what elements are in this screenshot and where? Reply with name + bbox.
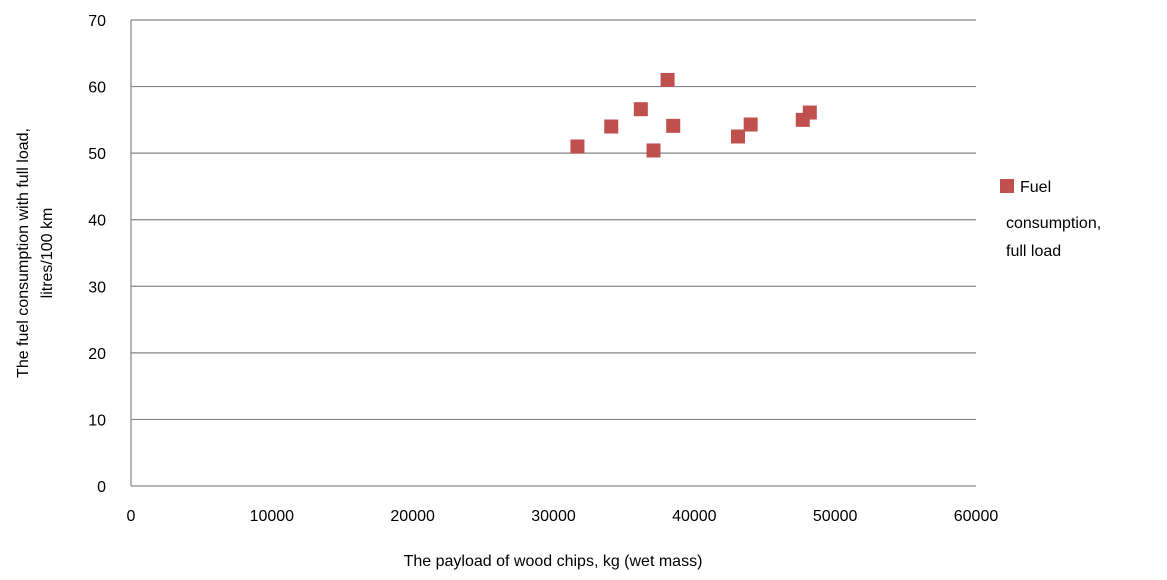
x-tick-label: 60000 xyxy=(954,508,999,525)
x-tick-label: 30000 xyxy=(531,508,576,525)
gridlines xyxy=(131,19,976,421)
y-tick-label: 10 xyxy=(88,412,106,429)
data-point xyxy=(646,143,661,158)
data-point xyxy=(660,72,675,87)
y-tick-label: 20 xyxy=(88,346,106,363)
y-tick-label: 50 xyxy=(88,146,106,163)
x-tick-label: 40000 xyxy=(672,508,717,525)
data-point xyxy=(743,117,758,132)
x-axis-ticks: 0 10000 20000 30000 40000 50000 60000 xyxy=(127,508,999,525)
y-axis-title-line-1: The fuel consumption with full load, xyxy=(15,128,32,378)
x-tick-label: 10000 xyxy=(250,508,295,525)
data-point xyxy=(802,105,817,120)
data-points xyxy=(570,72,817,158)
x-tick-label: 0 xyxy=(127,508,136,525)
y-axis-ticks: 0 10 20 30 40 50 60 70 xyxy=(88,13,106,496)
data-point xyxy=(570,139,585,154)
y-axis-title-line-2: litres/100 km xyxy=(39,208,56,299)
y-tick-label: 60 xyxy=(88,80,106,97)
x-axis-title: The payload of wood chips, kg (wet mass) xyxy=(404,553,703,570)
legend-label-line-1: Fuel xyxy=(1020,179,1051,196)
legend-label-line-2: consumption, xyxy=(1006,215,1101,232)
axes xyxy=(130,20,976,487)
x-tick-label: 20000 xyxy=(390,508,435,525)
y-tick-label: 40 xyxy=(88,213,106,230)
y-axis-title: The fuel consumption with full load, lit… xyxy=(15,128,56,378)
x-tick-label: 50000 xyxy=(813,508,858,525)
data-point xyxy=(633,102,648,117)
legend: Fuel consumption, full load xyxy=(1000,179,1101,260)
legend-label-line-3: full load xyxy=(1006,243,1061,260)
data-point xyxy=(604,119,619,134)
y-tick-label: 70 xyxy=(88,13,106,30)
y-tick-label: 0 xyxy=(97,479,106,496)
legend-marker-fuel-consumption xyxy=(1000,179,1014,193)
y-tick-label: 30 xyxy=(88,279,106,296)
data-point xyxy=(730,129,745,144)
data-point xyxy=(666,118,681,133)
